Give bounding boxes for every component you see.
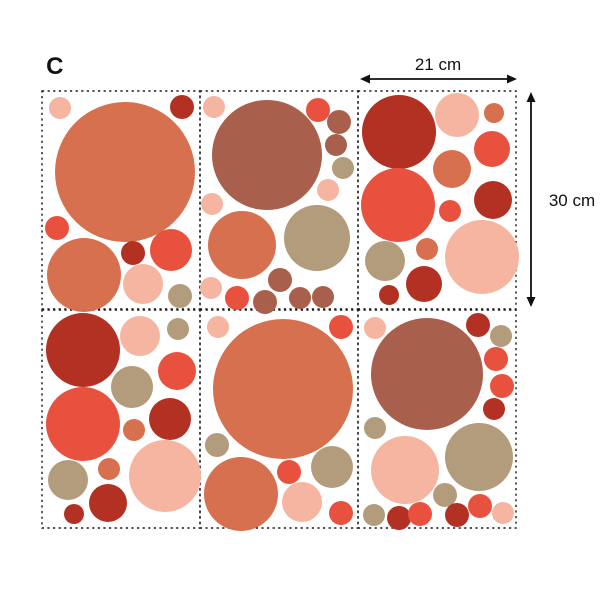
dot-sticker-darkred: [89, 484, 127, 522]
dot-sticker-brown: [289, 287, 311, 309]
dot-sticker-orange: [98, 458, 120, 480]
dot-sticker-red: [468, 494, 492, 518]
dot-sticker-red: [46, 387, 120, 461]
dot-sticker-brown: [327, 110, 351, 134]
dot-sticker-darkred: [445, 503, 469, 527]
dot-sticker-pink: [435, 93, 479, 137]
dot-sticker-red: [361, 168, 435, 242]
sheet-panel-4: [41, 309, 201, 529]
height-dimension-label: 30 cm: [548, 191, 596, 210]
dot-sticker-tan: [332, 157, 354, 179]
dot-sticker-brown: [371, 318, 483, 430]
dot-sticker-red: [474, 131, 510, 167]
dot-sticker-red: [439, 200, 461, 222]
dot-sticker-orange: [208, 211, 276, 279]
dot-sticker-tan: [363, 504, 385, 526]
dot-sticker-darkred: [466, 313, 490, 337]
dot-sticker-darkred: [474, 181, 512, 219]
dot-sticker-darkred: [46, 313, 120, 387]
dot-sticker-pink: [371, 436, 439, 504]
dot-sticker-red: [329, 315, 353, 339]
dot-sticker-orange: [204, 457, 278, 531]
dot-sticker-red: [306, 98, 330, 122]
dot-sticker-brown: [312, 286, 334, 308]
width-dimension-arrow-icon: [360, 74, 517, 84]
height-dimension-arrow-icon: [526, 92, 536, 307]
dot-sticker-red: [329, 501, 353, 525]
dot-sticker-red: [150, 229, 192, 271]
dot-sticker-darkred: [387, 506, 411, 530]
dot-sticker-orange: [416, 238, 438, 260]
dot-sticker-orange: [47, 238, 121, 312]
dot-sticker-darkred: [121, 241, 145, 265]
dot-sticker-red: [484, 347, 508, 371]
dot-sticker-tan: [284, 205, 350, 271]
dot-sticker-orange: [123, 419, 145, 441]
dot-sticker-pink: [317, 179, 339, 201]
dot-sticker-red: [225, 286, 249, 310]
dot-sticker-brown: [325, 134, 347, 156]
variant-label: C: [46, 53, 64, 80]
dot-sticker-pink: [207, 316, 229, 338]
width-dimension-label: 21 cm: [414, 55, 462, 74]
dot-sticker-darkred: [64, 504, 84, 524]
dot-sticker-tan: [364, 417, 386, 439]
dot-sticker-darkred: [170, 95, 194, 119]
dot-sticker-tan: [433, 483, 457, 507]
dot-sticker-tan: [445, 423, 513, 491]
dot-sticker-red: [408, 502, 432, 526]
dot-sticker-tan: [311, 446, 353, 488]
dot-sticker-pink: [445, 220, 519, 294]
sheet-panel-1: [41, 90, 201, 310]
dot-sticker-pink: [200, 277, 222, 299]
dot-sticker-tan: [111, 366, 153, 408]
dot-sticker-brown: [268, 268, 292, 292]
sheet-panel-3: [357, 90, 517, 310]
dot-sticker-darkred: [362, 95, 436, 169]
dot-sticker-red: [158, 352, 196, 390]
dot-sticker-pink: [203, 96, 225, 118]
dot-sticker-pink: [49, 97, 71, 119]
dot-sticker-orange: [55, 102, 195, 242]
dot-sticker-red: [45, 216, 69, 240]
dot-sticker-tan: [167, 318, 189, 340]
dot-sticker-orange: [433, 150, 471, 188]
dot-sticker-pink: [201, 193, 223, 215]
dot-sticker-brown: [212, 100, 322, 210]
dot-sticker-tan: [168, 284, 192, 308]
dot-sticker-tan: [490, 325, 512, 347]
dot-sticker-pink: [120, 316, 160, 356]
sheet-panel-2: [199, 90, 359, 310]
dot-sticker-pink: [129, 440, 201, 512]
dot-sticker-orange: [213, 319, 353, 459]
dot-sticker-tan: [205, 433, 229, 457]
dot-sticker-darkred: [379, 285, 399, 305]
dot-sticker-tan: [48, 460, 88, 500]
dot-sticker-pink: [492, 502, 514, 524]
dot-sticker-pink: [364, 317, 386, 339]
dot-sticker-brown: [253, 290, 277, 314]
sheet-panel-5: [199, 309, 359, 529]
dot-sticker-darkred: [483, 398, 505, 420]
dot-sticker-darkred: [406, 266, 442, 302]
dot-sticker-darkred: [149, 398, 191, 440]
sheet-panel-6: [357, 309, 517, 529]
dot-sticker-red: [490, 374, 514, 398]
dot-sticker-tan: [365, 241, 405, 281]
dot-sticker-pink: [282, 482, 322, 522]
dot-sticker-red: [277, 460, 301, 484]
dot-sticker-pink: [123, 264, 163, 304]
dot-sticker-orange: [484, 103, 504, 123]
